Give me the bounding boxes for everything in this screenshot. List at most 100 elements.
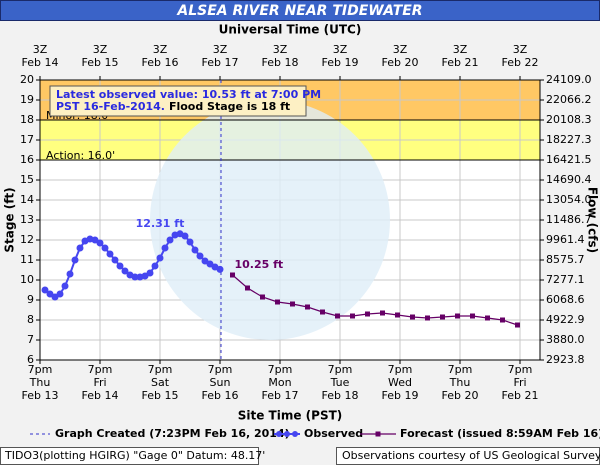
y-tick-label: 9 [27,293,34,306]
top-x-tick-label: Feb 21 [442,56,479,69]
legend-observed-dot [276,431,282,437]
x-tick-label: Feb 16 [202,389,239,402]
y2-tick-label: 7277.1 [546,273,585,286]
top-x-tick-label: 3Z [333,43,348,56]
y-tick-label: 18 [20,113,34,126]
x-tick-label: Tue [330,376,350,389]
data-point [116,262,124,270]
top-x-tick-label: Feb 16 [142,56,179,69]
data-point [350,313,355,319]
y2-tick-label: 24109.0 [546,73,592,86]
top-x-tick-label: 3Z [213,43,228,56]
y2-tick-label: 22066.2 [546,93,592,106]
data-point [515,322,520,328]
legend-observed-dot [284,431,290,437]
top-x-tick-label: Feb 17 [202,56,239,69]
top-x-tick-label: 3Z [453,43,468,56]
top-x-tick-label: 3Z [273,43,288,56]
y-tick-label: 16 [20,153,34,166]
y-tick-label: 10 [20,273,34,286]
data-point [410,314,415,320]
value-label: 10.25 ft [235,258,284,271]
y2-tick-label: 18227.3 [546,133,592,146]
chart-title: ALSEA RIVER NEAR TIDEWATER [176,3,422,19]
data-point [290,301,295,307]
top-x-tick-label: Feb 19 [322,56,359,69]
data-point [96,239,104,247]
x-tick-label: Feb 18 [322,389,359,402]
data-point [111,256,119,264]
x-tick-label: 7pm [388,363,413,376]
legend-label: Observed [304,427,363,440]
x-tick-label: 7pm [328,363,353,376]
data-point [196,252,204,260]
y-tick-label: 20 [20,73,34,86]
data-point [101,244,109,252]
data-point [320,309,325,315]
data-point [191,246,199,254]
data-point [230,272,235,278]
data-point [76,244,84,252]
x-tick-label: Feb 17 [262,389,299,402]
footer-right: Observations courtesy of US Geological S… [342,449,600,462]
x-tick-label: 7pm [268,363,293,376]
data-point [275,299,280,305]
data-point [146,269,154,277]
data-point [56,290,64,298]
data-point [485,315,490,321]
data-point [161,244,169,252]
top-x-tick-label: 3Z [33,43,48,56]
y2-tick-label: 8575.7 [546,253,585,266]
latest-line1: Latest observed value: 10.53 ft at 7:00 … [56,88,321,101]
x-tick-label: 7pm [28,363,53,376]
top-x-tick-label: 3Z [513,43,528,56]
top-x-tick-label: Feb 15 [82,56,119,69]
y-tick-label: 17 [20,133,34,146]
footer-left: TIDO3(plotting HGIRG) "Gage 0" Datum: 48… [4,449,265,462]
top-x-tick-label: Feb 18 [262,56,299,69]
y-tick-label: 13 [20,213,34,226]
y-tick-label: 19 [20,93,34,106]
y2-tick-label: 2923.8 [546,353,585,366]
data-point [66,270,74,278]
x-tick-label: 7pm [508,363,533,376]
x-tick-label: Sun [210,376,231,389]
y2-tick-label: 11486.7 [546,213,592,226]
data-point [71,256,79,264]
y2-tick-label: 13054.0 [546,193,592,206]
data-point [151,262,159,270]
y-axis-label: Stage (ft) [3,187,17,252]
x-tick-label: Feb 15 [142,389,179,402]
x-tick-label: Feb 21 [502,389,539,402]
x-tick-label: Feb 14 [82,389,119,402]
y-tick-label: 6 [27,353,34,366]
x-tick-label: Mon [268,376,291,389]
y2-axis-label: Flow (cfs) [586,187,600,253]
legend-label: Graph Created (7:23PM Feb 16, 2014) [55,427,290,440]
data-point [395,312,400,318]
top-x-tick-label: 3Z [93,43,108,56]
data-point [245,285,250,291]
data-point [61,282,69,290]
data-point [455,313,460,319]
latest-line2: PST 16-Feb-2014. Flood Stage is 18 ft [56,100,290,113]
y2-tick-label: 3880.0 [546,333,585,346]
x-tick-label: 7pm [448,363,473,376]
legend-forecast-dot [375,431,381,437]
data-point [500,317,505,323]
x-tick-label: Thu [449,376,471,389]
x-tick-label: Wed [388,376,412,389]
y-tick-label: 12 [20,233,34,246]
y2-tick-label: 9961.4 [546,233,585,246]
watermark [150,100,390,340]
threshold-label: Action: 16.0' [46,149,115,162]
data-point [121,267,129,275]
x-tick-label: Sat [151,376,170,389]
top-x-tick-label: Feb 14 [22,56,59,69]
data-point [156,254,164,262]
data-point [470,313,475,319]
data-point [131,273,139,281]
x-tick-label: 7pm [148,363,173,376]
